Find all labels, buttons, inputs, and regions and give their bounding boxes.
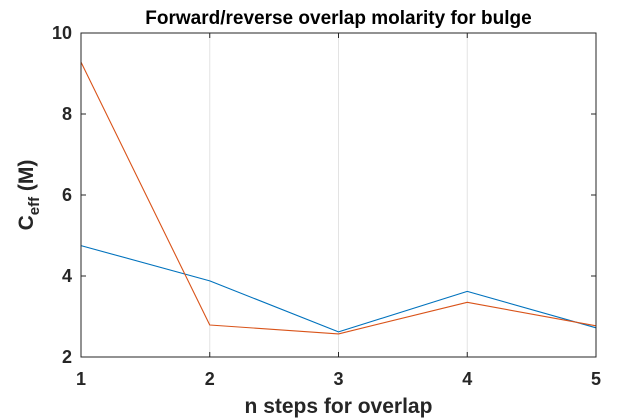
x-tick-label: 5 xyxy=(591,369,601,389)
x-tick-label: 1 xyxy=(76,369,86,389)
chart-title: Forward/reverse overlap molarity for bul… xyxy=(145,8,531,29)
x-tick-label: 2 xyxy=(205,369,215,389)
y-tick-label: 2 xyxy=(62,347,72,367)
series-line-2 xyxy=(80,61,597,335)
y-axis-label-suffix: (M) xyxy=(15,160,38,197)
y-tick-label: 6 xyxy=(62,185,72,205)
y-tick-label: 4 xyxy=(62,266,72,286)
y-axis-label-main: C xyxy=(15,215,38,230)
x-tick-label: 4 xyxy=(462,369,472,389)
grid-layer xyxy=(209,33,468,357)
y-tick-label: 10 xyxy=(52,23,72,43)
y-axis-label-subscript: eff xyxy=(26,196,43,215)
x-axis-label: n steps for overlap xyxy=(245,395,433,418)
y-axis-label: Ceff (M) xyxy=(15,160,43,231)
series-layer xyxy=(80,61,597,335)
series-line-1 xyxy=(80,245,597,333)
x-tick-label: 3 xyxy=(333,369,343,389)
y-tick-label: 8 xyxy=(62,104,72,124)
